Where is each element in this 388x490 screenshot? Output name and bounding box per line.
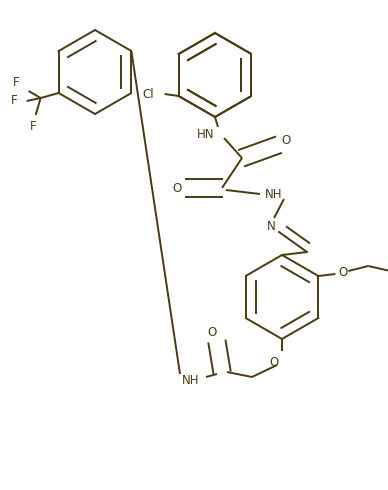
Text: NH: NH: [265, 188, 283, 200]
Text: F: F: [11, 95, 18, 107]
Text: O: O: [172, 181, 182, 195]
Text: HN: HN: [197, 128, 215, 142]
Text: O: O: [281, 134, 291, 147]
Text: O: O: [339, 266, 348, 278]
Text: NH: NH: [182, 373, 200, 387]
Text: Cl: Cl: [143, 88, 154, 100]
Text: F: F: [30, 121, 37, 133]
Text: N: N: [267, 220, 275, 234]
Text: O: O: [207, 326, 217, 340]
Text: F: F: [13, 76, 20, 90]
Text: O: O: [269, 357, 279, 369]
